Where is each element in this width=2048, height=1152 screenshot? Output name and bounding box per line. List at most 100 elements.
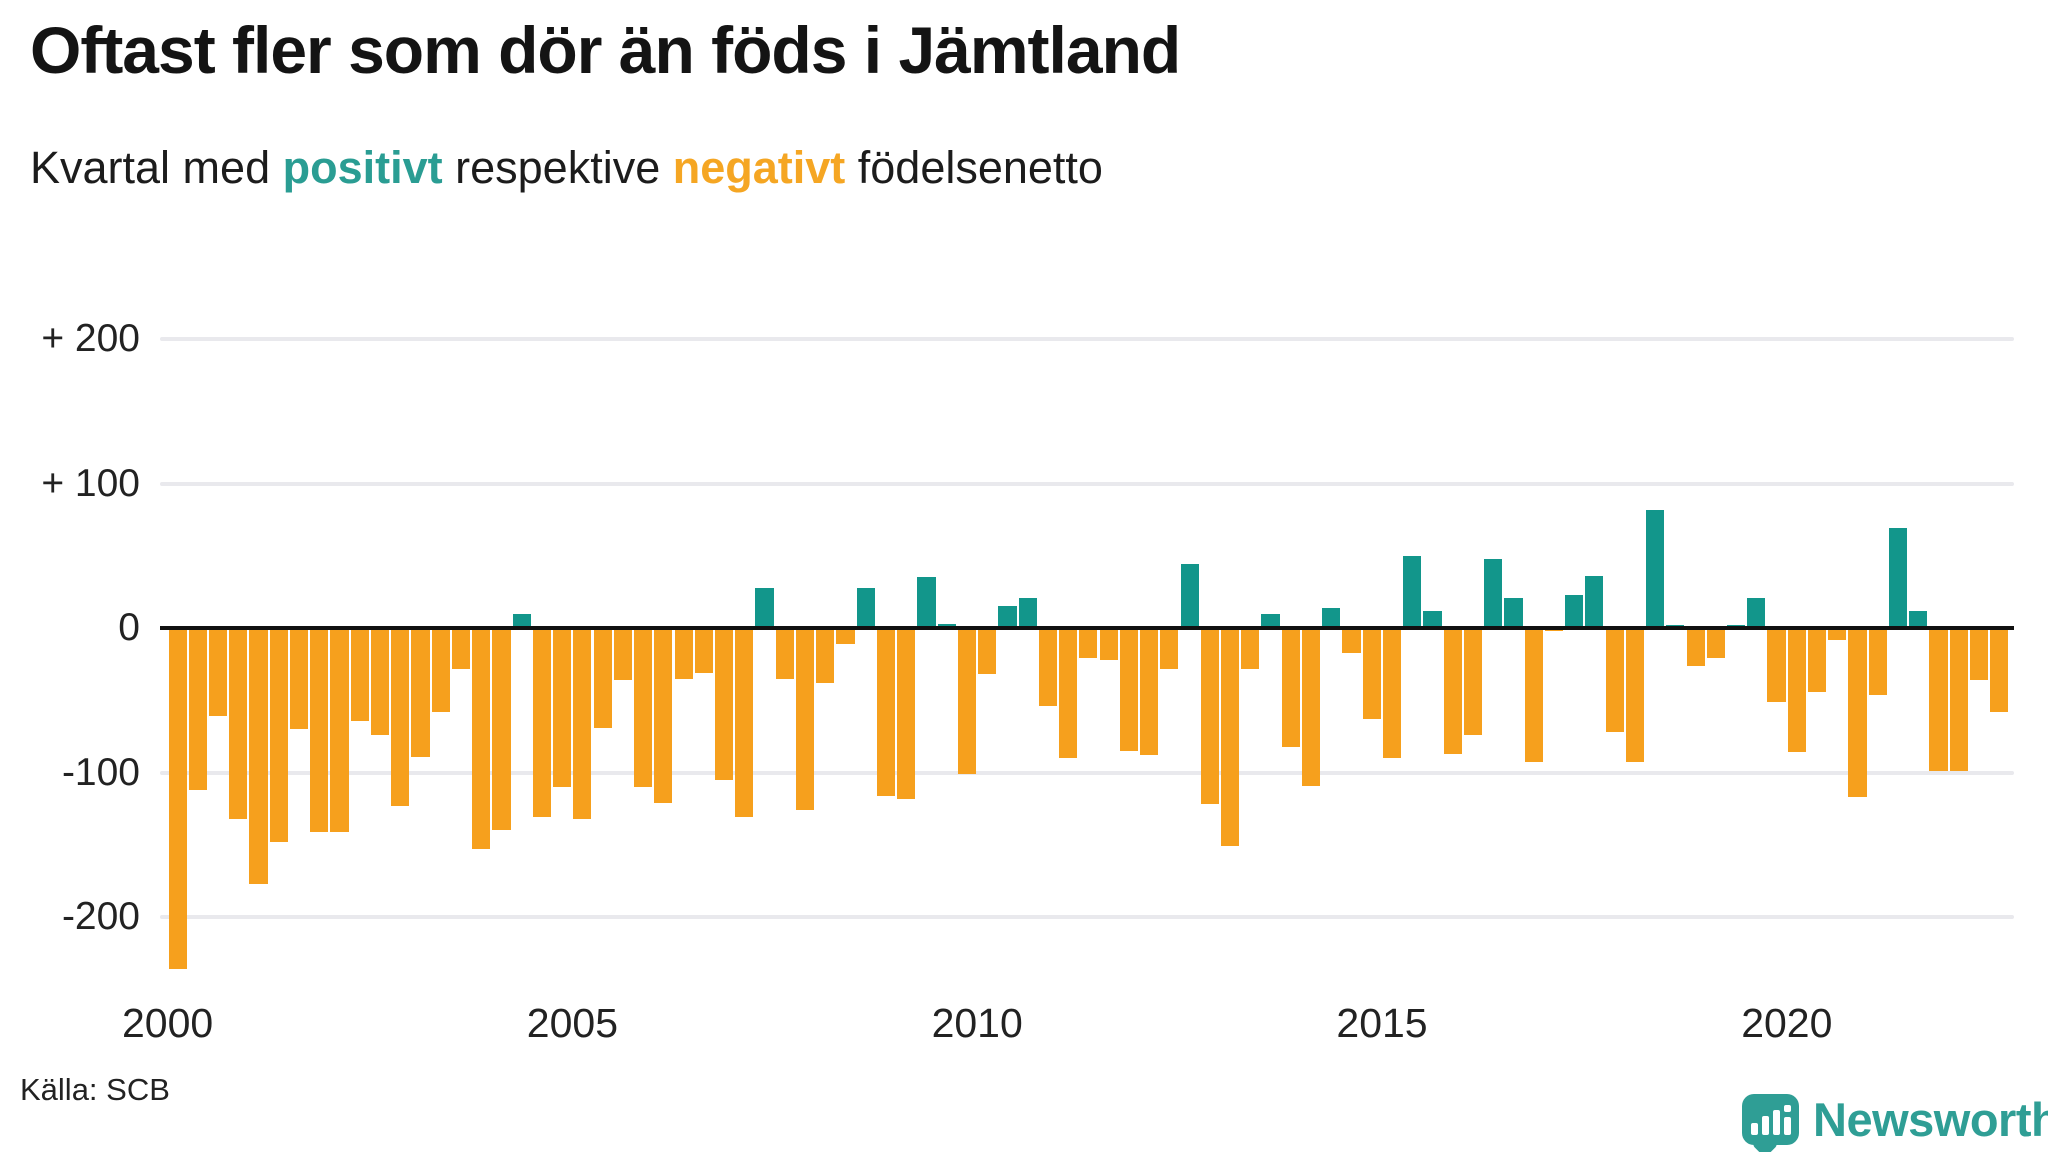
bar-2003-Q2 [431, 629, 450, 712]
x-axis-tick-2000: 2000 [121, 1000, 214, 1046]
bar-2004-Q2 [512, 613, 531, 628]
bar-2001-Q1 [249, 629, 268, 884]
bar-2001-Q2 [269, 629, 288, 842]
subtitle-text-3: födelsenetto [845, 142, 1103, 193]
bar-2021-Q1 [1868, 629, 1887, 695]
bar-2008-Q4 [876, 629, 896, 796]
bar-2014-Q1 [1301, 629, 1321, 786]
bar-2009-Q1 [897, 629, 916, 799]
x-axis-tick-2015: 2015 [1336, 1000, 1428, 1046]
bar-2000-Q2 [188, 629, 207, 790]
y-axis-tick--100: -100 [61, 750, 140, 794]
page-title: Oftast fler som dör än föds i Jämtland [30, 13, 1181, 87]
bar-2016-Q1 [1463, 629, 1483, 735]
bar-2020-Q2 [1807, 629, 1827, 692]
bar-2021-Q3 [1909, 610, 1928, 628]
x-axis-tick-2005: 2005 [526, 1000, 618, 1046]
bar-2006-Q4 [714, 629, 734, 780]
bar-2010-Q4 [1038, 629, 1057, 707]
bar-2012-Q1 [1140, 629, 1159, 756]
bar-2012-Q2 [1160, 629, 1179, 669]
y-axis-tick-0: 0 [118, 606, 140, 649]
bar-2004-Q3 [532, 629, 551, 818]
bar-2022-Q1 [1949, 629, 1968, 772]
bar-2008-Q3 [856, 587, 875, 628]
newsworthy-speech-bubble-icon [1742, 1093, 1799, 1152]
bar-2015-Q4 [1443, 629, 1462, 754]
bar-2020-Q4 [1848, 629, 1867, 798]
bar-2012-Q3 [1180, 564, 1199, 628]
y-axis-tick-100: + 100 [41, 461, 140, 505]
bar-2001-Q3 [289, 629, 309, 730]
bar-2004-Q4 [553, 629, 572, 787]
bar-2001-Q4 [310, 629, 329, 832]
bar-2019-Q3 [1747, 597, 1766, 628]
gridline--200 [160, 915, 2014, 919]
bar-2000-Q3 [208, 629, 228, 717]
bar-2002-Q4 [391, 629, 410, 806]
bar-2005-Q1 [573, 629, 592, 819]
bar-2013-Q4 [1281, 629, 1300, 747]
bar-2012-Q4 [1200, 629, 1219, 805]
bar-2014-Q2 [1322, 607, 1341, 628]
bar-2022-Q3 [1990, 629, 2009, 712]
bar-2015-Q1 [1382, 629, 1402, 759]
bar-2004-Q1 [492, 629, 511, 831]
bar-2014-Q3 [1342, 629, 1361, 653]
subtitle-text-1: Kvartal med [30, 142, 283, 193]
bar-2009-Q2 [917, 577, 936, 628]
bar-2007-Q3 [775, 629, 794, 679]
bar-2011-Q2 [1079, 629, 1098, 659]
bar-2011-Q3 [1099, 629, 1118, 660]
y-axis-tick-200: + 200 [41, 317, 140, 360]
bar-2008-Q1 [816, 629, 835, 683]
bar-2022-Q2 [1969, 629, 1989, 681]
bar-2000-Q1 [168, 629, 187, 970]
bar-2021-Q2 [1888, 528, 1908, 628]
bar-2018-Q1 [1625, 629, 1644, 763]
zero-axis-line [160, 626, 2014, 630]
bar-2011-Q1 [1059, 629, 1078, 759]
bar-2019-Q4 [1767, 629, 1786, 702]
bar-2016-Q3 [1504, 597, 1523, 628]
bar-2003-Q3 [451, 629, 471, 669]
bar-2013-Q2 [1241, 629, 1260, 669]
bar-2019-Q1 [1706, 629, 1725, 659]
bar-2015-Q3 [1423, 610, 1442, 628]
bar-2000-Q4 [229, 629, 248, 819]
y-axis-tick--200: -200 [61, 895, 140, 938]
bar-2002-Q1 [330, 629, 349, 832]
bar-2003-Q1 [411, 629, 430, 757]
source-note: Källa: SCB [20, 1072, 170, 1107]
bar-2018-Q4 [1686, 629, 1705, 666]
bar-2021-Q4 [1929, 629, 1948, 772]
bar-2017-Q3 [1585, 575, 1604, 628]
bar-2011-Q4 [1119, 629, 1138, 751]
bar-2007-Q2 [755, 587, 774, 628]
bar-2010-Q1 [978, 629, 997, 675]
bar-2009-Q3 [937, 623, 956, 628]
x-axis-tick-2010: 2010 [931, 1000, 1023, 1046]
bar-2006-Q3 [694, 629, 713, 673]
bar-2007-Q1 [735, 629, 754, 818]
bar-2005-Q3 [613, 629, 632, 681]
subtitle-text-2: respektive [442, 142, 673, 193]
bar-2007-Q4 [795, 629, 815, 811]
bar-2010-Q2 [998, 606, 1017, 628]
bar-2020-Q1 [1787, 629, 1806, 753]
chart-subtitle: Kvartal med positivt respektive negativt… [30, 142, 1103, 194]
bar-2005-Q2 [593, 629, 612, 728]
gridline-200 [160, 337, 2014, 341]
bar-2002-Q3 [370, 629, 390, 735]
gridline-100 [160, 481, 2014, 486]
bar-2016-Q4 [1524, 629, 1543, 763]
bar-2017-Q2 [1565, 594, 1584, 628]
bar-2003-Q4 [472, 629, 491, 850]
speech-bubble-tail [1752, 1131, 1778, 1152]
subtitle-negative-word: negativt [672, 142, 846, 193]
bar-2008-Q2 [836, 629, 855, 644]
bar-2013-Q1 [1220, 629, 1240, 847]
mini-bar-chart-icon [1751, 1103, 1791, 1135]
gridline--100 [160, 770, 2014, 775]
